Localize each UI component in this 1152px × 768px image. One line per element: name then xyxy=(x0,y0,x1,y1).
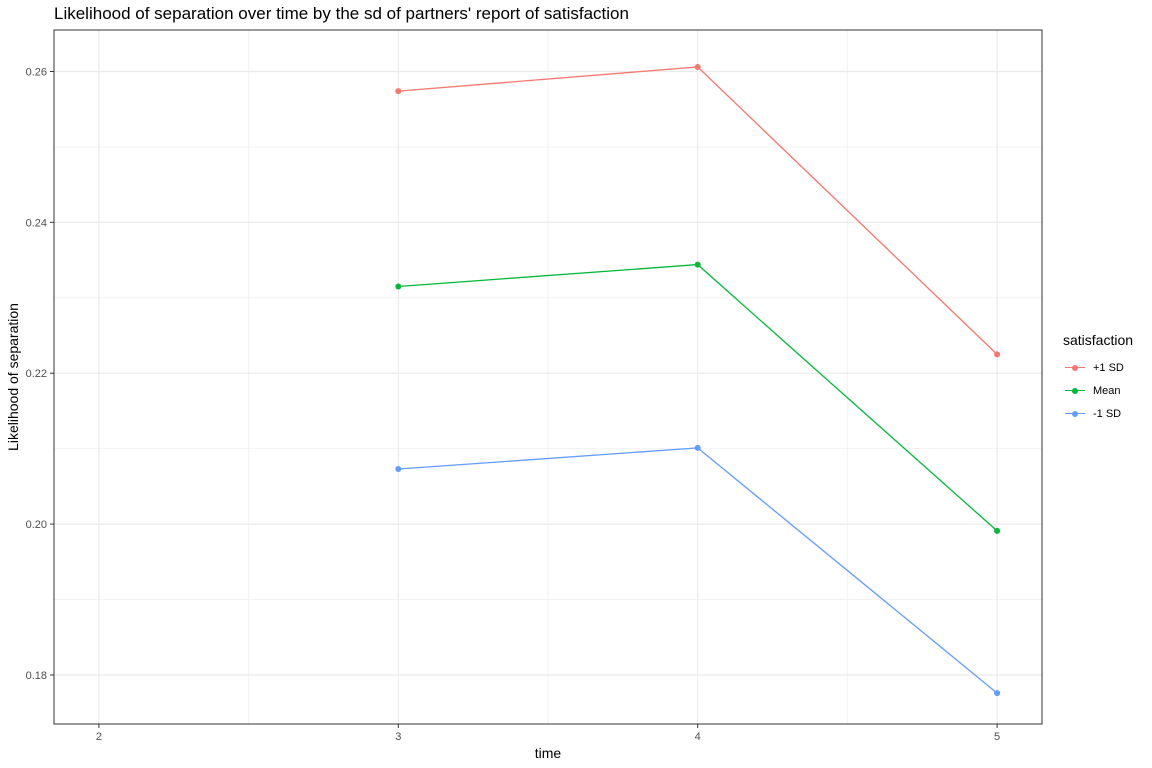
data-point-1-sd xyxy=(694,444,701,451)
legend-item: Mean xyxy=(1063,379,1133,402)
y-axis-label: Likelihood of separation xyxy=(5,303,21,451)
plot-panel-border xyxy=(53,29,1043,725)
legend-label: -1 SD xyxy=(1093,407,1122,420)
x-tick-label: 2 xyxy=(96,731,102,743)
legend-key xyxy=(1063,361,1087,375)
data-point-mean xyxy=(395,283,402,290)
y-tick-label: 0.20 xyxy=(26,519,47,531)
legend-item: +1 SD xyxy=(1063,356,1133,379)
legend-label: +1 SD xyxy=(1093,361,1124,374)
x-tick-label: 5 xyxy=(994,731,1000,743)
y-tick-label: 0.24 xyxy=(26,217,47,229)
data-point-1-sd xyxy=(994,351,1001,358)
chart-title: Likelihood of separation over time by th… xyxy=(54,4,629,23)
legend-key xyxy=(1063,407,1087,421)
y-tick-label: 0.26 xyxy=(26,66,47,78)
x-axis-label: time xyxy=(535,745,562,761)
legend-title: satisfaction xyxy=(1063,332,1134,348)
y-tick-label: 0.18 xyxy=(26,670,47,682)
legend-item: -1 SD xyxy=(1063,402,1133,425)
axis-ticks: 2 3 4 5 0.18 0.20 0.22 0.24 0.26 xyxy=(26,66,1001,743)
legend-label: Mean xyxy=(1093,384,1121,397)
x-tick-label: 3 xyxy=(395,731,401,743)
y-tick-label: 0.22 xyxy=(26,368,47,380)
data-point-mean xyxy=(994,527,1001,534)
series-lines xyxy=(395,63,1001,697)
data-point-1-sd xyxy=(994,690,1001,697)
legend: satisfaction +1 SD Mean -1 SD xyxy=(1063,332,1133,425)
data-point-1-sd xyxy=(694,63,701,70)
data-point-1-sd xyxy=(395,88,402,95)
minor-gridlines xyxy=(54,30,1042,724)
data-point-1-sd xyxy=(395,466,402,473)
x-tick-label: 4 xyxy=(695,731,701,743)
data-point-mean xyxy=(694,261,701,268)
legend-key xyxy=(1063,384,1087,398)
major-gridlines xyxy=(54,30,1042,724)
